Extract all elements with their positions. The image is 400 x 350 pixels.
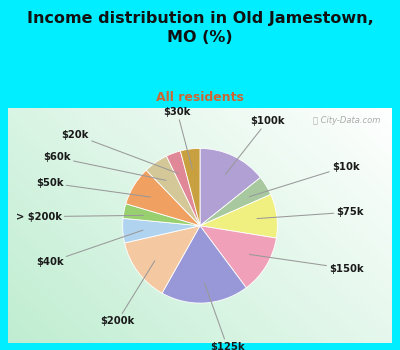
Wedge shape [123,204,200,226]
Text: $75k: $75k [257,207,364,219]
Text: $20k: $20k [62,130,178,174]
Wedge shape [200,148,260,226]
Text: All residents: All residents [156,91,244,104]
Text: $40k: $40k [36,230,143,267]
Text: $10k: $10k [249,162,360,197]
Text: ⓘ City-Data.com: ⓘ City-Data.com [313,116,380,125]
Wedge shape [166,151,200,226]
Text: $30k: $30k [164,107,192,169]
Text: $50k: $50k [36,178,150,197]
Wedge shape [146,156,200,226]
Text: > $200k: > $200k [16,212,144,222]
Text: $100k: $100k [226,116,284,174]
Text: $60k: $60k [43,153,166,180]
Wedge shape [200,226,276,288]
Wedge shape [200,177,271,226]
Text: $200k: $200k [100,261,155,326]
Text: Income distribution in Old Jamestown,
MO (%): Income distribution in Old Jamestown, MO… [27,10,373,45]
Wedge shape [123,218,200,243]
Text: $150k: $150k [250,254,364,273]
Wedge shape [200,195,277,238]
Text: $125k: $125k [204,283,245,350]
Wedge shape [162,226,246,303]
Wedge shape [126,170,200,226]
Wedge shape [124,226,200,293]
Wedge shape [180,148,200,226]
